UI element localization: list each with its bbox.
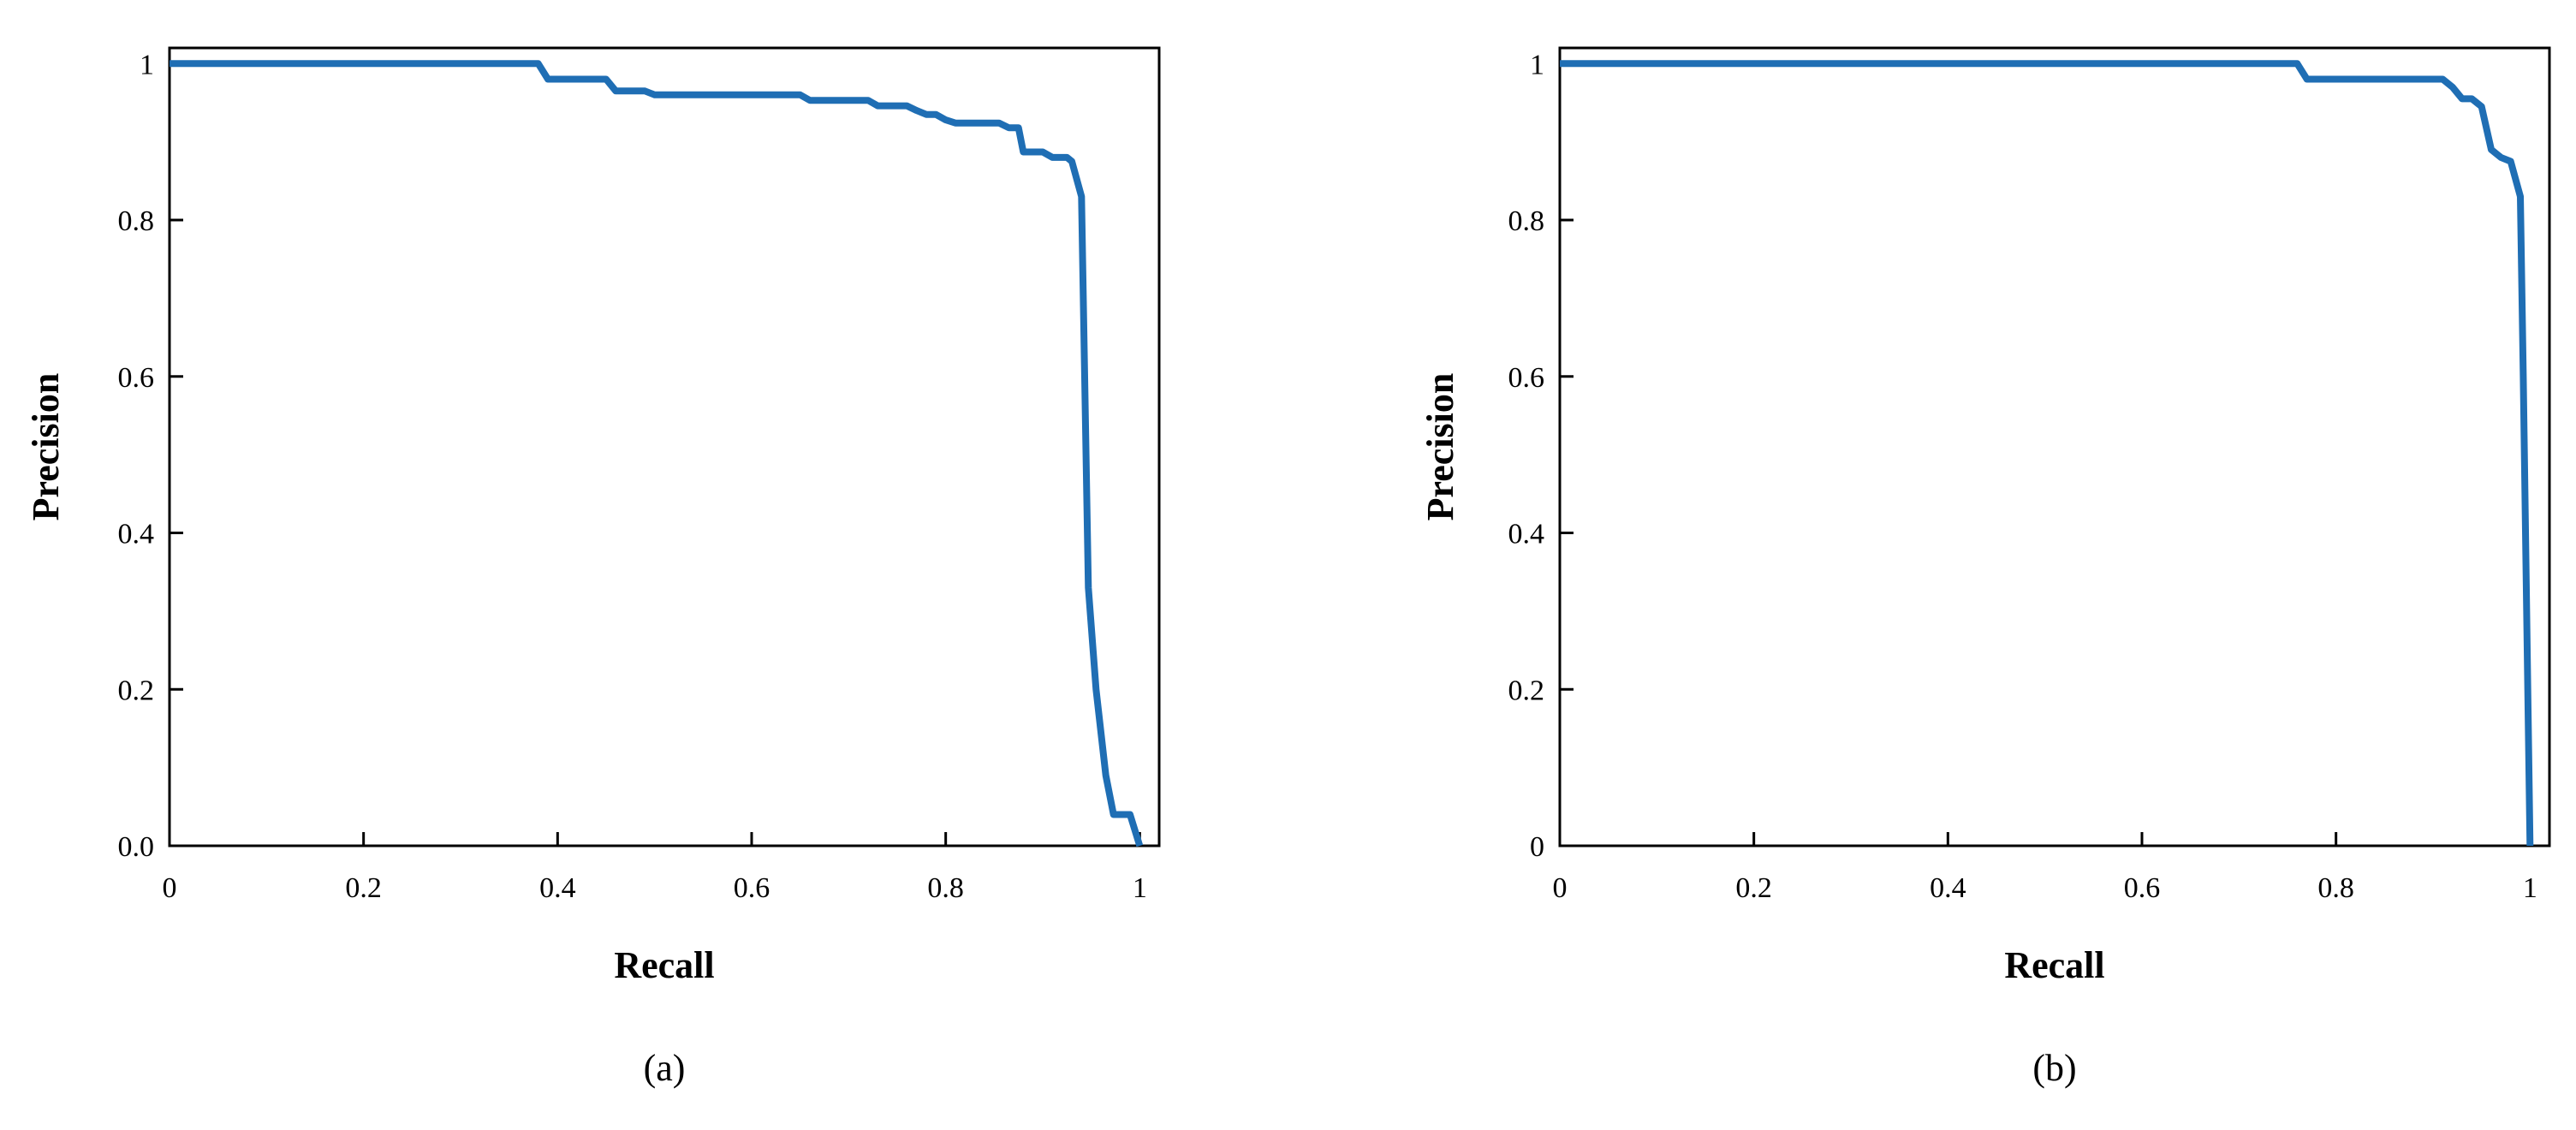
- y-tick-label: 1: [140, 49, 154, 80]
- y-axis-title: Precision: [1419, 373, 1461, 521]
- y-tick-label: 0.6: [118, 362, 155, 394]
- y-tick-label: 0.4: [118, 519, 155, 550]
- x-tick-label: 0: [1553, 872, 1568, 904]
- x-tick-label: 0.2: [345, 872, 382, 904]
- y-axis-title: Precision: [25, 373, 67, 521]
- x-tick-label: 1: [2523, 872, 2537, 904]
- y-tick-label: 1: [1530, 49, 1544, 80]
- x-tick-label: 0.8: [927, 872, 964, 904]
- x-axis-title: Recall: [614, 944, 714, 986]
- x-tick-label: 1: [1133, 872, 1147, 904]
- y-tick-label: 0.4: [1508, 519, 1545, 550]
- x-tick-label: 0.6: [734, 872, 770, 904]
- y-tick-label: 0: [1530, 831, 1544, 863]
- y-tick-label: 0.2: [1508, 675, 1545, 706]
- x-tick-label: 0.4: [1930, 872, 1966, 904]
- x-tick-label: 0: [163, 872, 177, 904]
- y-tick-label: 0.8: [1508, 205, 1545, 237]
- y-tick-label: 0.2: [118, 675, 155, 706]
- series-line: [170, 60, 1144, 848]
- x-tick-label: 0.8: [2317, 872, 2354, 904]
- plot-frame: [168, 46, 1161, 848]
- plot-frame: [1558, 46, 2551, 848]
- x-tick-label: 0.6: [2124, 872, 2161, 904]
- chart-panel-b: 0 0.2 0.4 0.6 0.8 1 0 0.2 0.4 0.6 0.8 1 Recall Precis…: [1419, 46, 2551, 1089]
- chart-panel-a: 0 0.2 0.4 0.6 0.8 1 0.0 0.2 0.4 0.6 0.8 1 Recall Prec…: [25, 46, 1161, 1089]
- panel-label: (a): [644, 1047, 686, 1089]
- y-tick-label: 0.0: [118, 831, 155, 863]
- y-tick-label: 0.6: [1508, 362, 1545, 394]
- series-line: [1560, 60, 2534, 847]
- y-tick-label: 0.8: [118, 205, 155, 237]
- x-axis-title: Recall: [2004, 944, 2104, 986]
- x-tick-label: 0.2: [1735, 872, 1772, 904]
- panel-label: (b): [2032, 1047, 2076, 1089]
- x-tick-label: 0.4: [539, 872, 576, 904]
